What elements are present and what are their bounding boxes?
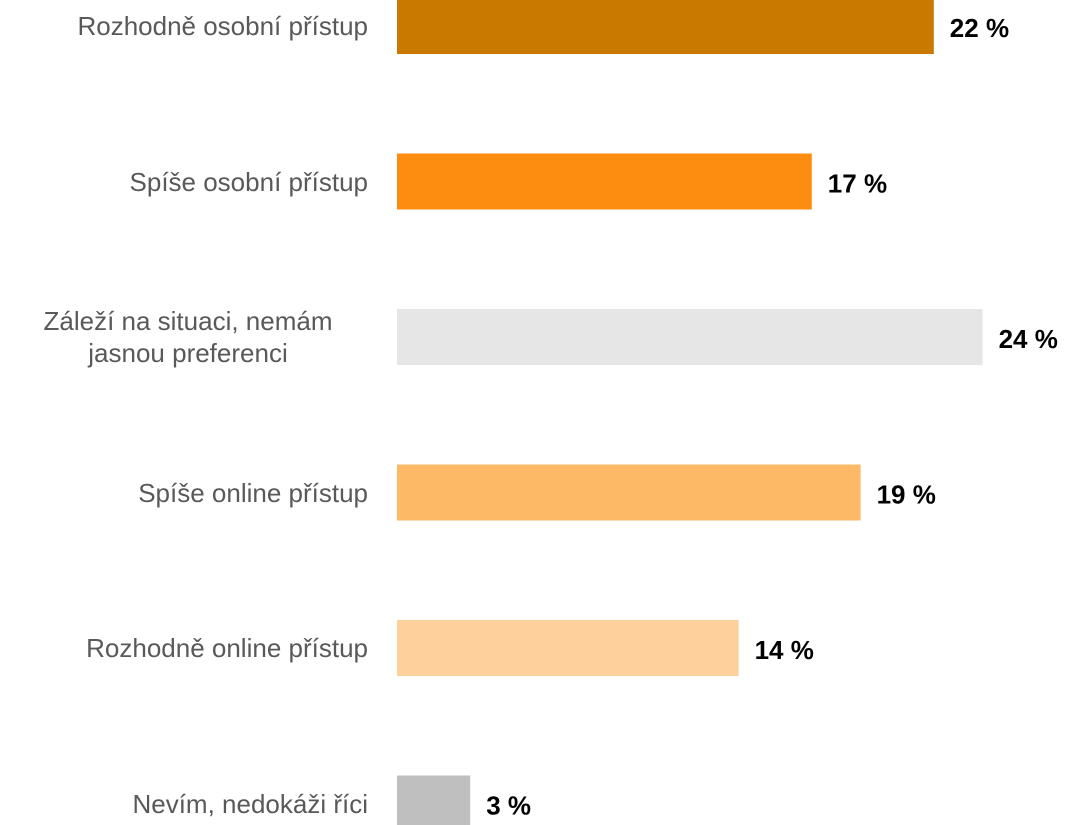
bar	[397, 620, 739, 676]
value-label: 3 %	[486, 790, 531, 820]
value-label: 17 %	[828, 168, 887, 198]
bar	[397, 775, 471, 825]
category-label: Spíše online přístup	[138, 477, 368, 508]
bar	[397, 0, 934, 54]
category-label: Záleží na situaci, nemám jasnou preferen…	[43, 306, 333, 368]
bar	[397, 309, 983, 365]
value-label: 22 %	[950, 13, 1009, 43]
category-label: Nevím, nedokáži říci	[132, 788, 368, 819]
value-label: 14 %	[755, 635, 814, 665]
bar	[397, 153, 812, 210]
category-label: Spíše osobní přístup	[129, 166, 368, 197]
value-label: 19 %	[877, 479, 936, 509]
category-label: Rozhodně osobní přístup	[77, 11, 368, 41]
category-label: Rozhodně online přístup	[86, 633, 368, 663]
bar	[397, 464, 861, 521]
value-label: 24 %	[999, 324, 1058, 354]
